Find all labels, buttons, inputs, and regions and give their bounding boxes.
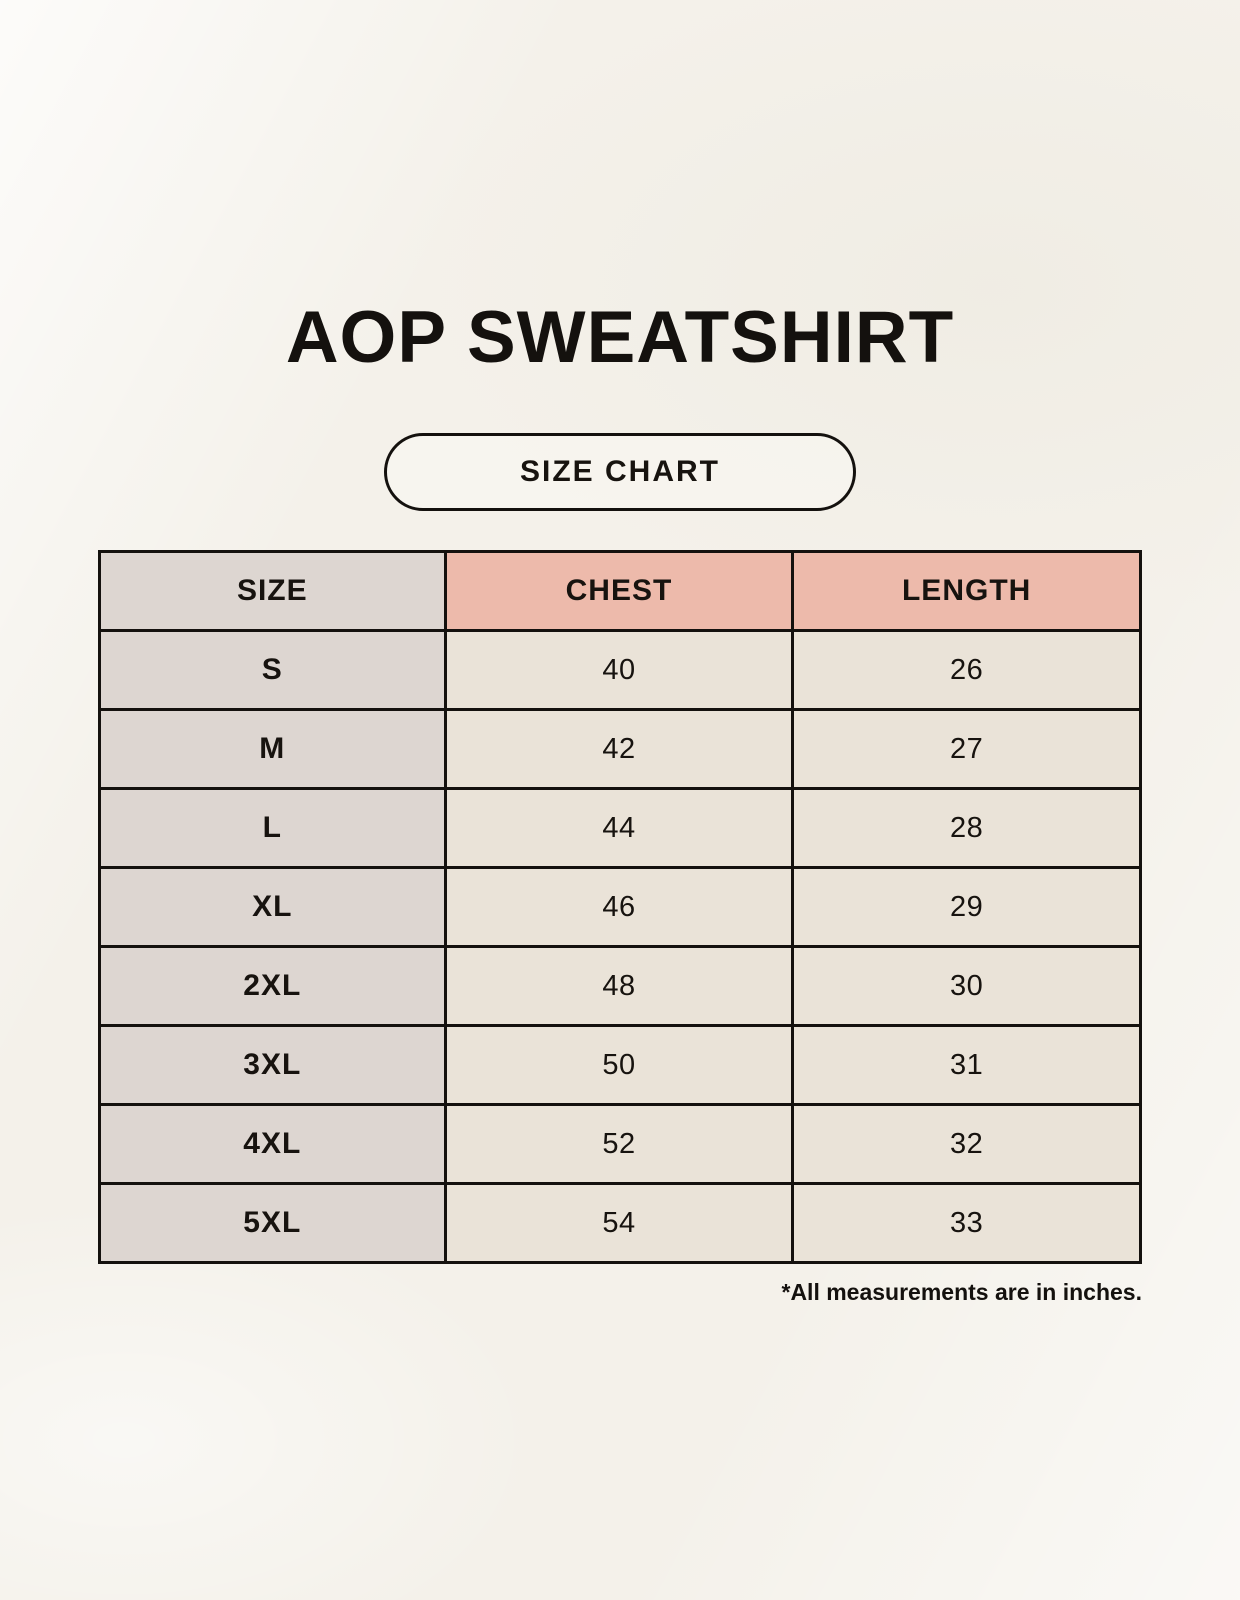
length-cell: 29 [791,866,1142,948]
table-row: S 40 26 [98,629,1142,711]
size-cell: S [98,629,447,711]
chest-cell: 52 [443,1103,795,1185]
page-title: AOP SWEATSHIRT [285,297,955,378]
length-cell: 31 [791,1024,1142,1106]
table-row: M 42 27 [98,708,1142,790]
table-row: 2XL 48 30 [98,945,1142,1027]
length-cell: 32 [791,1103,1142,1185]
size-chart-table: SIZE CHEST LENGTH S 40 26 M 42 27 L 44 2… [98,550,1142,1264]
column-header-length: LENGTH [791,550,1142,632]
length-cell: 33 [791,1182,1142,1264]
chest-cell: 48 [443,945,795,1027]
table-row: 3XL 50 31 [98,1024,1142,1106]
length-cell: 26 [791,629,1142,711]
size-cell: 2XL [98,945,447,1027]
chest-cell: 54 [443,1182,795,1264]
size-cell: XL [98,866,447,948]
size-cell: M [98,708,447,790]
length-cell: 30 [791,945,1142,1027]
measurements-footnote: *All measurements are in inches. [781,1279,1143,1305]
chest-cell: 42 [443,708,795,790]
length-cell: 27 [791,708,1142,790]
chest-cell: 46 [443,866,795,948]
column-header-chest: CHEST [443,550,795,632]
size-cell: L [98,787,447,869]
column-header-size: SIZE [98,550,447,632]
table-row: 5XL 54 33 [98,1182,1142,1264]
chest-cell: 40 [443,629,795,711]
length-cell: 28 [791,787,1142,869]
table-row: 4XL 52 32 [98,1103,1142,1185]
size-chart-badge: SIZE CHART [384,433,856,511]
size-chart-badge-label: SIZE CHART [520,455,720,488]
table-header-row: SIZE CHEST LENGTH [98,550,1142,632]
chest-cell: 50 [443,1024,795,1106]
size-cell: 4XL [98,1103,447,1185]
table-row: XL 46 29 [98,866,1142,948]
size-cell: 3XL [98,1024,447,1106]
chest-cell: 44 [443,787,795,869]
table-row: L 44 28 [98,787,1142,869]
size-cell: 5XL [98,1182,447,1264]
